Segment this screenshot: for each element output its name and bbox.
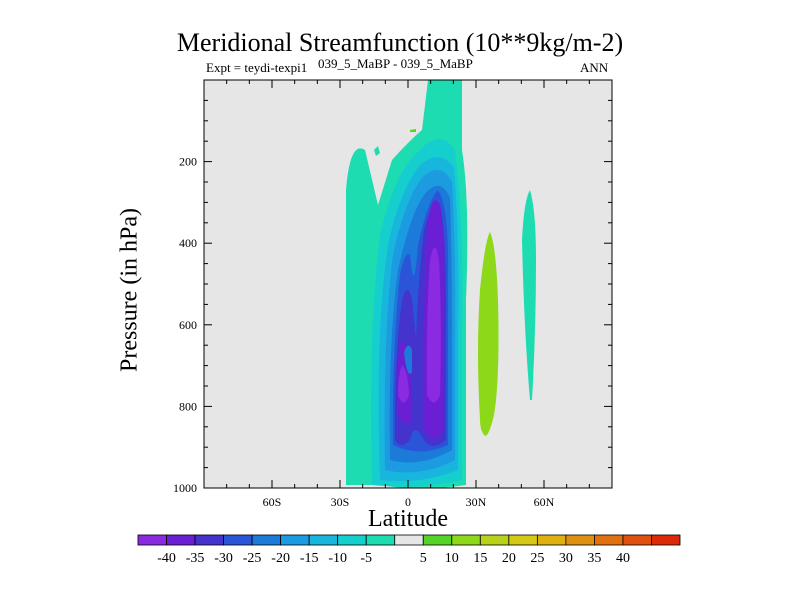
colorbar-label: 25 <box>530 551 544 566</box>
colorbar-swatch <box>223 534 253 546</box>
x-tick-label: 30S <box>331 495 350 509</box>
colorbar-label: -5 <box>360 551 372 566</box>
colorbar-swatch <box>508 534 538 546</box>
colorbar-swatch <box>194 534 224 546</box>
small-positive-patch <box>410 129 416 132</box>
colorbar-swatch <box>651 534 681 546</box>
colorbar-swatch <box>251 534 282 546</box>
y-tick-label: 400 <box>179 236 197 250</box>
subtropical-positive-cell <box>478 232 499 436</box>
colorbar-label: -15 <box>300 551 319 566</box>
y-tick-label: 600 <box>179 318 197 332</box>
colorbar-swatch <box>594 534 624 546</box>
colorbar-swatch <box>422 534 453 546</box>
colorbar-label: -10 <box>328 551 347 566</box>
y-tick-label: 1000 <box>173 481 197 495</box>
colorbar-swatch <box>536 534 567 546</box>
x-axis-label: Latitude <box>368 506 448 532</box>
colorbar-swatch <box>308 534 339 546</box>
colorbar-swatch <box>394 534 424 546</box>
contour-fills <box>346 80 536 488</box>
center-subtitle: 039_5_MaBP - 039_5_MaBP <box>318 56 473 71</box>
colorbar-swatch <box>337 534 367 546</box>
colorbar-label: -30 <box>214 551 233 566</box>
contour-level-minus-45-equator <box>426 247 441 403</box>
colorbar-swatch <box>280 534 310 546</box>
colorbar: -40 -35 -30 -25 -20 -15 -10 -5 5 10 15 20 25 30 35 40 <box>137 534 681 566</box>
contour-level-minus-45-south <box>398 365 409 403</box>
colorbar-label: 40 <box>616 551 630 566</box>
y-tick-label: 200 <box>179 155 197 169</box>
colorbar-label: -35 <box>186 551 205 566</box>
colorbar-swatch <box>622 534 652 546</box>
colorbar-label: 15 <box>473 551 487 566</box>
colorbar-label: 10 <box>445 551 459 566</box>
southern-notch-inner <box>404 345 412 374</box>
right-subtitle: ANN <box>580 60 609 75</box>
left-subtitle: Expt = teydi-texpi1 <box>206 60 308 75</box>
colorbar-label: -20 <box>271 551 290 566</box>
small-negative-patch <box>374 146 380 156</box>
y-tick-label: 800 <box>179 399 197 413</box>
midlatitude-weak-negative-cell <box>522 190 536 400</box>
colorbar-label: 30 <box>559 551 573 566</box>
colorbar-label: 5 <box>420 551 427 566</box>
colorbar-swatch <box>565 534 595 546</box>
colorbar-swatch <box>137 534 167 546</box>
colorbar-swatch <box>166 534 196 546</box>
colorbar-label: -25 <box>243 551 262 566</box>
x-tick-label: 60S <box>263 495 282 509</box>
colorbar-label: -40 <box>157 551 176 566</box>
axes-layer: 60S 30S 0 30N 60N 200 400 600 800 1000 <box>173 80 612 509</box>
x-tick-label: 30N <box>466 495 487 509</box>
colorbar-swatch <box>365 534 396 546</box>
colorbar-swatch <box>451 534 481 546</box>
x-tick-label: 0 <box>405 495 411 509</box>
colorbar-swatch <box>479 534 510 546</box>
chart-title: Meridional Streamfunction (10**9kg/m-2) <box>176 28 624 57</box>
colorbar-label: 35 <box>587 551 601 566</box>
colorbar-label: 20 <box>502 551 516 566</box>
x-tick-label: 60N <box>534 495 555 509</box>
